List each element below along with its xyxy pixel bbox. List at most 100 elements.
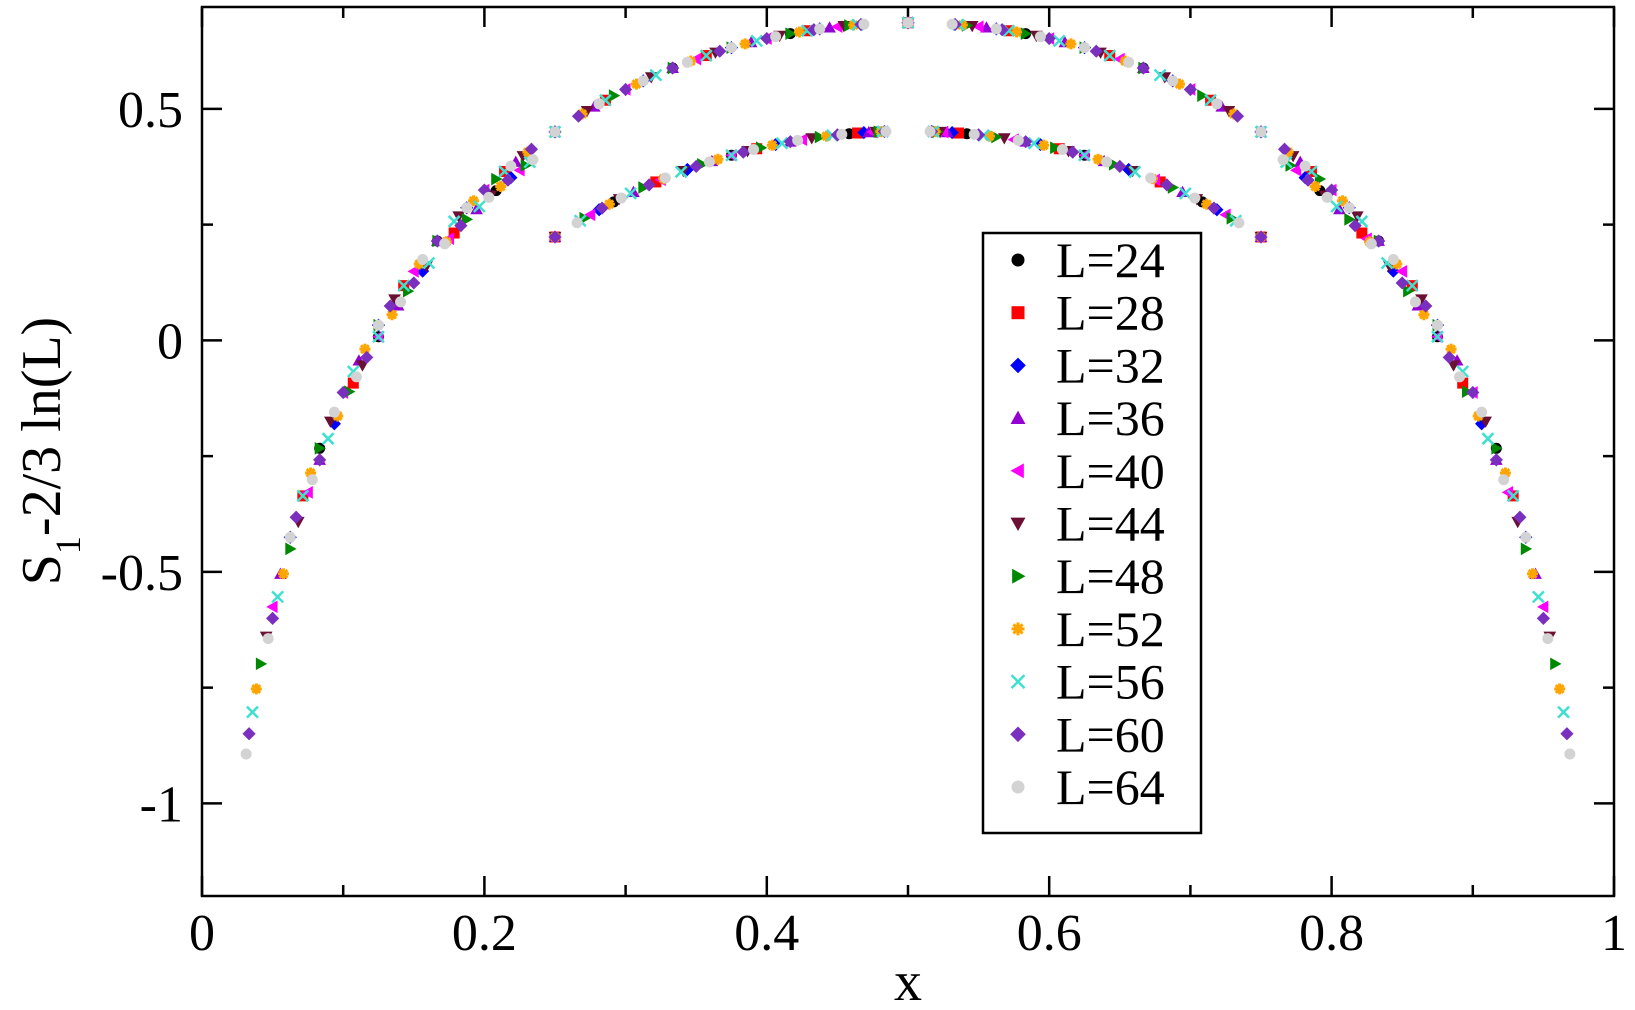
- data-point: [1277, 142, 1292, 156]
- data-point: [619, 82, 633, 97]
- data-point: [677, 166, 690, 178]
- data-point: [1042, 31, 1056, 46]
- x-tick-label: 0.4: [734, 905, 799, 962]
- series-L=28: [297, 17, 1519, 502]
- legend-label: L=24: [1056, 232, 1165, 288]
- data-point: [1403, 284, 1415, 298]
- data-point: [1513, 510, 1527, 524]
- data-point: [1255, 126, 1267, 138]
- data-point: [1136, 61, 1150, 75]
- data-point: [1520, 531, 1532, 543]
- data-point: [439, 238, 451, 250]
- legend-marker: [1011, 306, 1025, 320]
- data-point: [739, 38, 751, 50]
- y-axis-label-rest: -2/3 ln(L): [11, 317, 73, 536]
- data-point: [571, 217, 583, 229]
- data-point: [736, 145, 750, 159]
- data-point: [1092, 153, 1104, 165]
- x-tick-label: 1: [1601, 905, 1627, 962]
- data-point: [593, 98, 605, 110]
- data-point: [1498, 474, 1510, 486]
- data-point: [1432, 319, 1443, 331]
- data-point: [1409, 296, 1421, 308]
- data-point: [1301, 173, 1315, 187]
- data-point: [712, 153, 724, 165]
- data-point: [995, 23, 1009, 37]
- data-point: [266, 600, 278, 614]
- data-point: [549, 126, 561, 138]
- data-point: [946, 18, 958, 30]
- data-point: [990, 23, 1002, 35]
- data-point: [1405, 279, 1419, 293]
- data-point: [1501, 486, 1514, 499]
- svg-text:S1-2/3 ln(L): S1-2/3 ln(L): [11, 317, 88, 585]
- data-point: [372, 330, 385, 344]
- data-point: [659, 172, 671, 184]
- data-point: [1113, 159, 1127, 173]
- data-point: [1343, 202, 1355, 214]
- legend-label: L=48: [1056, 548, 1165, 604]
- y-axis-label-sub: 1: [48, 536, 88, 554]
- data-point: [1447, 360, 1460, 372]
- data-point: [1145, 172, 1157, 184]
- data-point: [1395, 276, 1409, 290]
- data-point: [650, 176, 662, 188]
- data-point: [1419, 299, 1433, 313]
- legend-marker: [1011, 253, 1025, 267]
- series-L=24: [314, 17, 1502, 454]
- data-point: [1299, 160, 1311, 172]
- data-point: [1348, 219, 1362, 233]
- legend-marker: [1011, 780, 1025, 794]
- data-point: [814, 130, 827, 144]
- data-point: [373, 319, 384, 331]
- data-point: [1211, 98, 1223, 110]
- data-point: [1153, 68, 1167, 82]
- data-point: [1154, 176, 1166, 188]
- data-point: [583, 208, 596, 222]
- data-point: [1445, 343, 1457, 355]
- data-point: [924, 125, 936, 137]
- data-point: [608, 89, 621, 102]
- data-point: [1466, 385, 1480, 400]
- data-point: [1395, 265, 1408, 278]
- legend-label: L=40: [1056, 443, 1165, 499]
- legend: L=24L=28L=32L=36L=40L=44L=48L=52L=56L=60…: [981, 231, 1203, 835]
- data-point: [483, 191, 495, 203]
- data-point: [972, 20, 984, 33]
- data-point: [242, 727, 256, 741]
- series-L=40: [266, 16, 1549, 614]
- data-point: [1233, 217, 1245, 229]
- y-tick-label: -1: [140, 776, 183, 833]
- data-point: [1197, 89, 1209, 102]
- data-point: [461, 202, 473, 214]
- data-point: [1050, 141, 1062, 155]
- data-point: [527, 154, 539, 166]
- data-point: [1564, 748, 1576, 760]
- data-point: [1554, 683, 1566, 695]
- data-point: [1289, 163, 1302, 177]
- x-tick-label: 0.6: [1017, 905, 1082, 962]
- data-point: [1537, 600, 1549, 614]
- data-point: [1431, 330, 1444, 344]
- data-point: [505, 160, 517, 172]
- data-point: [240, 748, 252, 760]
- data-point: [638, 181, 650, 194]
- data-point: [448, 227, 460, 239]
- data-point: [1536, 611, 1550, 626]
- series-L=44: [259, 17, 1557, 643]
- legend-label: L=32: [1056, 337, 1165, 393]
- data-point: [271, 590, 285, 604]
- data-point: [386, 309, 398, 321]
- x-tick-label: 0.8: [1299, 905, 1364, 962]
- data-point: [1066, 145, 1080, 159]
- data-point: [350, 371, 362, 383]
- data-point: [1550, 657, 1562, 671]
- legend-marker: [1010, 357, 1026, 374]
- data-point: [760, 31, 774, 46]
- legend-marker: [1010, 674, 1026, 689]
- data-point: [689, 159, 703, 173]
- data-point: [1020, 27, 1032, 40]
- legend-label: L=60: [1056, 706, 1165, 762]
- series-L=32: [283, 16, 1533, 544]
- data-point: [306, 474, 318, 486]
